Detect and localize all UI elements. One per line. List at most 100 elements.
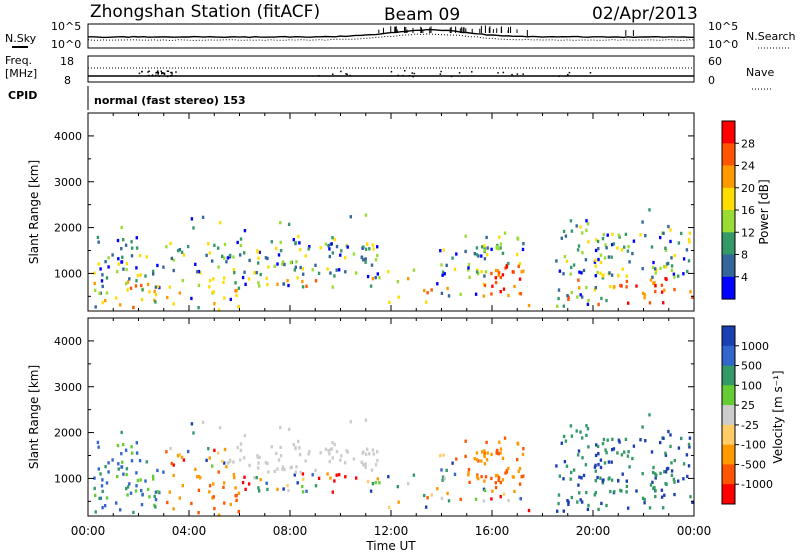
power-point [94,288,97,292]
power-point [578,270,581,274]
velocity-point [115,501,118,505]
power-point [265,276,268,280]
power-point [483,283,487,288]
velocity-point [599,476,602,480]
velocity-point [178,496,181,500]
velocity-point [593,465,597,469]
freq-dot [148,70,150,72]
velocity-point [154,498,158,502]
velocity-point [579,498,582,502]
colorbar-swatch [722,484,735,505]
power-point [234,281,237,285]
power-point [440,263,443,267]
velocity-point [522,474,525,478]
power-point [364,213,368,217]
power-point [599,253,603,257]
velocity-point [208,484,212,488]
velocity-point [483,451,486,455]
freq-dot [558,75,560,77]
freq-dot [516,73,519,75]
velocity-point [520,475,523,479]
power-point [654,284,657,288]
velocity-point [585,433,588,437]
velocity-point [222,485,225,489]
power-point [426,291,429,295]
power-point [627,245,630,249]
velocity-point [235,498,238,502]
velocity-point [654,472,657,476]
freq-dot [167,70,170,72]
velocity-point [201,420,205,424]
power-point [594,248,598,253]
power-point [340,249,343,253]
power-point [134,284,138,288]
power-point [581,295,584,299]
velocity-point [594,469,597,473]
x-tick-label: 00:00 [71,524,106,538]
power-point [190,217,194,221]
power-point [673,253,676,258]
velocity-point [116,443,120,448]
power-point [625,274,628,278]
colorbar-swatch [722,405,735,426]
power-point [223,242,227,247]
x-tick-label: 20:00 [576,524,611,538]
power-point [483,257,487,261]
velocity-point [257,466,260,470]
power-point [130,240,133,244]
velocity-point [625,479,628,483]
power-point [397,295,400,299]
velocity-point [611,437,614,441]
velocity-point [682,477,685,481]
power-point [613,285,616,289]
velocity-point [570,470,573,475]
velocity-point [104,465,107,469]
power-point [128,277,131,281]
colorbar-swatch [722,464,735,485]
power-point [483,246,486,250]
velocity-point [426,496,429,500]
power-point [664,265,668,269]
velocity-point [241,480,245,485]
velocity-point [93,486,96,491]
velocity-point [151,474,155,478]
velocity-point [467,471,470,475]
power-point [243,229,247,233]
power-point [464,249,467,254]
power-point [229,297,232,302]
power-point [132,305,135,310]
freq-dot [157,73,159,75]
velocity-point [617,438,621,442]
power-point [440,291,444,295]
power-point [152,272,155,276]
y-tick-label: 4000 [54,335,82,348]
power-point [485,253,489,257]
velocity-point [464,439,467,443]
velocity-point [576,500,579,504]
power-point [226,256,230,260]
velocity-point [376,477,379,481]
velocity-point [134,489,138,493]
nsearch-label: N.Search [746,30,796,43]
power-point [279,240,282,244]
velocity-point [521,452,525,457]
power-point [396,280,399,284]
velocity-point [328,459,331,464]
power-point [501,251,505,255]
power-point [476,268,479,272]
velocity-point [582,473,586,478]
velocity-point [618,440,621,444]
freq-dot [439,73,442,75]
power-point [244,282,247,286]
power-point [176,249,180,253]
power-point [267,265,270,269]
velocity-point [445,468,448,472]
velocity-point [376,450,379,454]
velocity-point [265,481,268,485]
velocity-point [586,427,590,431]
power-point [627,301,630,305]
power-point [115,296,118,300]
power-point [612,242,616,246]
velocity-point [140,503,144,507]
freq-dot [162,72,164,74]
